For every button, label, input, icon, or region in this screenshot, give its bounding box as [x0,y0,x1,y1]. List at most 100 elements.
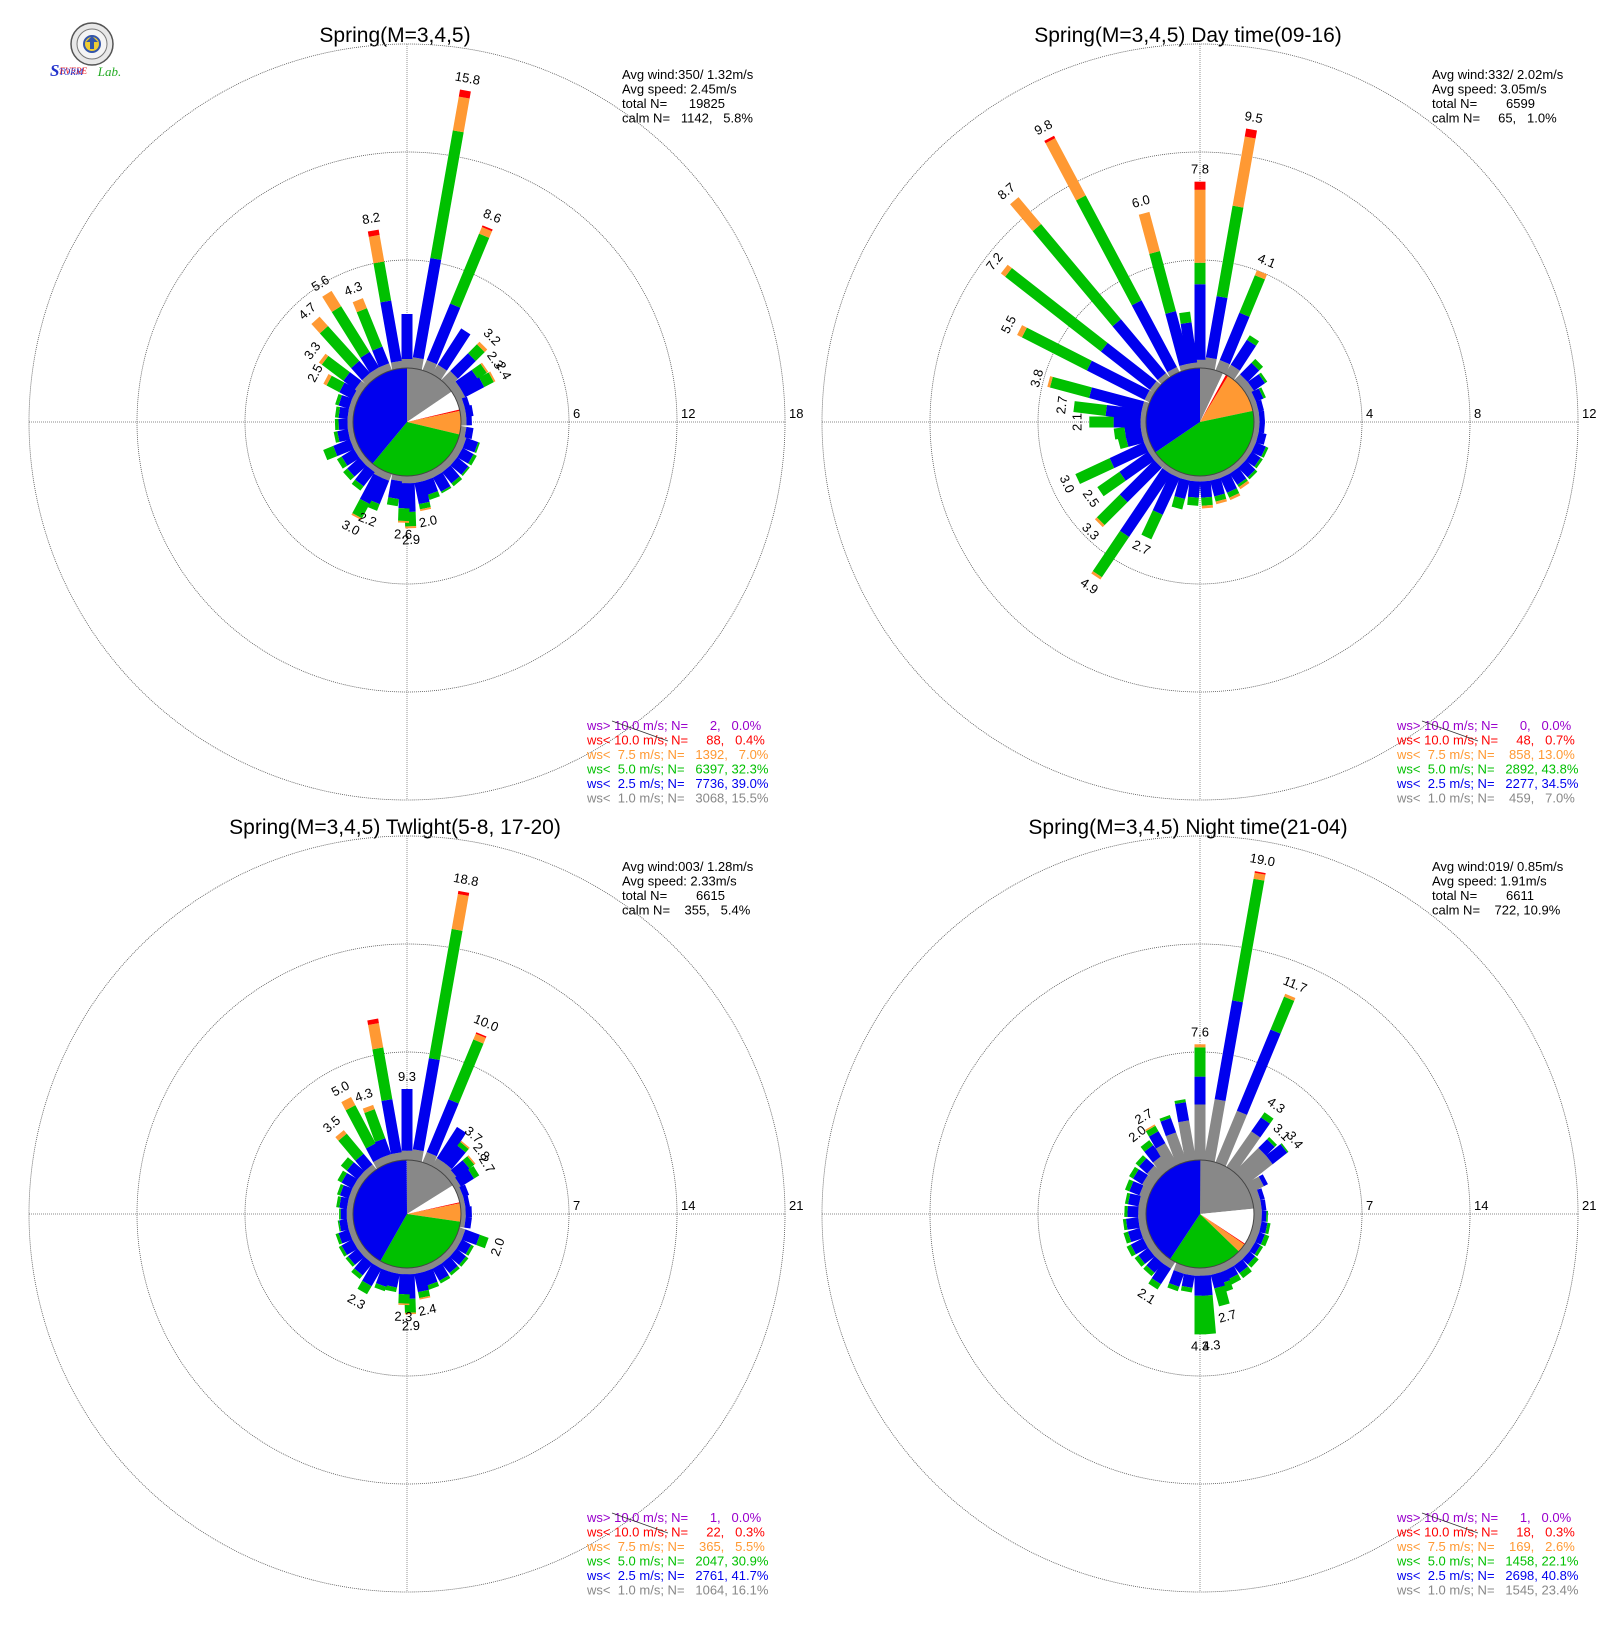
bar-segment-lt1 [459,1216,466,1228]
bar-value-label: 5.6 [309,272,332,294]
bar-segment-lt2_5 [1219,312,1250,365]
bar-segment-lt2_5 [347,457,367,477]
pie-slice-calm [407,391,460,422]
bar-value-label: 7.8 [1191,162,1209,177]
pie-slice-calm [1200,1208,1254,1244]
bar-segment-lt2_5 [375,1268,392,1287]
chart-title: Spring(M=3,4,5) [319,24,470,47]
bar-segment-lt7_5 [1017,325,1027,338]
bar-segment-lt1 [1228,1253,1243,1267]
bar-value-label: 8.2 [361,209,381,227]
bar-segment-lt5 [1117,436,1129,449]
bar-segment-lt5 [1237,478,1248,488]
bar-segment-lt5 [449,1266,460,1276]
bar-segment-lt1 [366,461,379,473]
bar-segment-lt5 [366,500,380,511]
bar-segment-lt10 [458,89,471,99]
bar-segment-lt10 [1244,128,1257,139]
bar-segment-lt2_5 [457,447,474,464]
bar-segment-lt5 [1258,387,1266,399]
bar-segment-lt5 [1251,358,1264,371]
bar-segment-lt5 [336,1196,342,1208]
bar-segment-lt5 [1075,195,1142,306]
bar-segment-lt1 [1179,363,1192,372]
bar-segment-lt2_5 [412,1058,440,1152]
bar-segment-lt2_5 [449,1248,467,1265]
bar-segment-lt1 [1241,381,1255,396]
bar-segment-lt5 [468,454,477,466]
bar-segment-lt2_5 [339,382,358,399]
bar-segment-lt2_5 [380,300,402,363]
bar-segment-lt1 [1241,448,1252,461]
stat-line: total N= 6599 [1432,96,1535,111]
bar-segment-lt2_5 [1199,480,1213,498]
bar-segment-lt2_5 [1256,1188,1265,1201]
bar-segment-lt1 [1242,1237,1256,1252]
bar-segment-lt1 [359,454,371,466]
bar-segment-lt5 [331,306,370,358]
bar-segment-lt2_5 [398,1273,411,1295]
bar-segment-lt1 [420,1262,433,1273]
bar-segment-lt1 [1149,381,1161,394]
bar-segment-lt5 [351,1268,363,1279]
bar-segment-lt5 [337,1170,347,1183]
stat-line: Avg wind:332/ 2.02m/s [1432,67,1564,82]
bar-segment-lt1 [1239,1155,1273,1186]
bar-segment-lt5 [1254,1245,1264,1257]
bar-segment-lt1 [390,1152,404,1162]
bar-segment-lt2_5 [1119,460,1162,503]
bar-value-label: 3.5 [320,1112,343,1135]
bar-segment-lt2_5 [422,477,439,495]
bar-segment-lt1 [437,1162,452,1177]
pie-slice-lt1 [1200,1160,1254,1214]
bar-segment-lt5 [1159,1114,1171,1122]
bar-segment-lt1 [1140,409,1148,421]
legend-entry-lt1: ws< 1.0 m/s; N= 3068, 15.5% [586,791,769,806]
bar-segment-lt2_5 [398,482,411,509]
bar-segment-lt7_5 [1091,571,1102,580]
bar-segment-lt5 [1258,372,1268,384]
bar-segment-lt2_5 [1199,1275,1213,1296]
ring-tick-label: 12 [1582,406,1596,421]
bar-segment-lt2_5 [1249,1242,1261,1255]
ring-tick-label: 18 [789,406,803,421]
bar-segment-lt1 [1154,456,1166,468]
bar-value-label: 2.9 [402,1318,421,1334]
bar-value-label: 3.0 [1057,473,1078,496]
bar-segment-lt1 [1141,401,1150,414]
bar-segment-lt5 [428,928,463,1060]
bar-segment-lt2_5 [359,473,384,505]
bar-segment-lt2_5 [1236,1029,1281,1115]
bar-segment-lt1 [373,1156,387,1169]
bar-segment-lt1 [1220,1259,1234,1272]
bar-segment-lt2_5 [1174,477,1190,500]
legend-entry-gt10: ws> 10.0 m/s; N= 1, 0.0% [1396,1510,1572,1525]
bar-segment-lt1 [369,367,384,380]
bar-segment-lt2_5 [1109,442,1149,469]
pie-slice-lt5 [372,422,460,476]
bar-segment-lt2_5 [1251,1117,1270,1138]
bar-segment-lt5 [1226,488,1240,498]
bar-segment-lt1 [1162,463,1175,475]
bar-segment-lt1 [354,380,368,394]
legend-entry-lt7_5: ws< 7.5 m/s; N= 858, 13.0% [1396,747,1575,762]
bar-segment-lt5 [1135,1155,1147,1167]
bar-segment-lt5 [1032,224,1121,327]
legend-entry-gt10: ws> 10.0 m/s; N= 2, 0.0% [586,718,762,733]
bar-segment-lt2_5 [443,1145,466,1170]
bar-segment-lt5 [1124,1192,1131,1205]
bar-segment-lt7_5 [1145,1124,1156,1132]
bar-segment-lt5 [427,491,440,500]
bar-segment-lt7_5 [488,371,496,383]
bar-segment-lt10 [1044,135,1056,144]
bar-segment-lt5 [340,1157,354,1171]
stat-line: Avg wind:350/ 1.32m/s [622,67,754,82]
bar-segment-lt2_5 [339,1196,349,1209]
bar-segment-lt2_5 [1220,473,1237,493]
bar-segment-lt2_5 [1247,374,1266,391]
bar-value-label: 2.7 [1053,395,1070,415]
bar-segment-lt7_5 [480,362,489,373]
bar-value-label: 9.5 [1244,108,1264,126]
bar-segment-lt10 [475,1032,487,1038]
